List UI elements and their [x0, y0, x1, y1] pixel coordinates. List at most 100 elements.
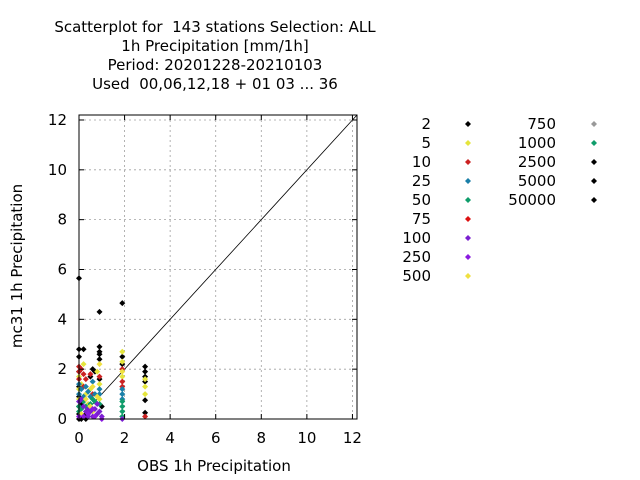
data-point — [89, 406, 96, 413]
legend-marker — [591, 121, 597, 127]
data-point — [78, 386, 85, 393]
legend-marker — [465, 216, 471, 222]
data-point — [119, 378, 126, 385]
data-point — [80, 361, 87, 368]
legend-label: 5 — [421, 134, 431, 152]
legend-marker — [465, 235, 471, 241]
data-point — [96, 386, 103, 393]
legend-marker — [465, 273, 471, 279]
title-line-1: Scatterplot for 143 stations Selection: … — [54, 18, 376, 36]
legend-label: 25 — [412, 172, 431, 190]
x-tick-label: 10 — [297, 429, 316, 447]
data-points — [76, 275, 149, 422]
legend-marker — [591, 159, 597, 165]
data-point — [85, 411, 92, 418]
data-point — [119, 408, 126, 415]
legend-label: 5000 — [518, 172, 556, 190]
y-tick-label: 10 — [48, 161, 67, 179]
legend-label: 1000 — [518, 134, 556, 152]
x-tick-label: 4 — [165, 429, 175, 447]
data-point — [78, 396, 85, 403]
data-point — [119, 368, 126, 375]
data-point — [96, 373, 103, 380]
data-point — [119, 398, 126, 405]
diagonal-reference-line — [78, 114, 358, 420]
legend-label: 50000 — [508, 191, 556, 209]
data-point — [89, 396, 96, 403]
data-point — [96, 408, 103, 415]
y-axis-label: mc31 1h Precipitation — [8, 184, 26, 348]
title-line-3: Period: 20201228-20210103 — [107, 56, 323, 74]
legend-marker — [465, 159, 471, 165]
data-point — [82, 383, 89, 390]
data-point — [80, 403, 87, 410]
data-point — [119, 348, 126, 355]
legend-marker — [465, 178, 471, 184]
data-point — [119, 353, 126, 360]
legend-label: 750 — [527, 115, 556, 133]
data-point — [80, 371, 87, 378]
data-point — [96, 343, 103, 350]
data-point — [89, 378, 96, 385]
x-tick-label: 0 — [74, 429, 84, 447]
y-tick-label: 4 — [57, 310, 67, 328]
legend-marker — [465, 254, 471, 260]
data-point — [82, 376, 89, 383]
data-point — [119, 373, 126, 380]
legend-marker — [465, 121, 471, 127]
data-point — [142, 409, 149, 416]
legend-label: 2 — [421, 115, 431, 133]
title-line-4: Used 00,06,12,18 + 01 03 ... 36 — [92, 75, 338, 93]
data-point — [119, 300, 126, 307]
data-point — [94, 401, 101, 408]
data-point — [89, 383, 96, 390]
legend-marker — [591, 140, 597, 146]
data-point — [94, 393, 101, 400]
legend-marker — [591, 178, 597, 184]
legend-label: 500 — [402, 267, 431, 285]
data-point — [142, 391, 149, 398]
data-point — [91, 413, 98, 420]
x-tick-label: 6 — [211, 429, 221, 447]
data-point — [142, 363, 149, 370]
x-tick-label: 2 — [120, 429, 130, 447]
data-point — [119, 403, 126, 410]
y-tick-label: 2 — [57, 360, 67, 378]
data-point — [80, 346, 87, 353]
legend-label: 2500 — [518, 153, 556, 171]
data-point — [96, 356, 103, 363]
x-tick-label: 12 — [343, 429, 362, 447]
legend-label: 250 — [402, 248, 431, 266]
data-point — [142, 413, 149, 420]
x-axis-label: OBS 1h Precipitation — [137, 457, 291, 475]
data-point — [80, 413, 87, 420]
axis-ticks: 0 2 4 6 8 10 12 0 2 4 6 8 10 12 — [48, 111, 362, 447]
legend-marker — [465, 140, 471, 146]
data-point — [96, 381, 103, 388]
data-point — [142, 383, 149, 390]
legend-label: 50 — [412, 191, 431, 209]
y-tick-label: 6 — [57, 260, 67, 278]
legend-label: 75 — [412, 210, 431, 228]
plot-frame — [78, 114, 358, 420]
legend-label: 100 — [402, 229, 431, 247]
x-tick-label: 8 — [257, 429, 267, 447]
data-point — [119, 358, 126, 365]
title-line-2: 1h Precipitation [mm/1h] — [121, 37, 309, 55]
y-tick-label: 8 — [57, 211, 67, 229]
data-point — [142, 397, 149, 404]
legend-label: 10 — [412, 153, 431, 171]
data-point — [96, 351, 103, 358]
data-point — [96, 361, 103, 368]
data-point — [87, 371, 94, 378]
data-point — [85, 388, 92, 395]
data-point — [142, 368, 149, 375]
data-point — [119, 386, 126, 393]
data-point — [96, 308, 103, 315]
y-tick-label: 12 — [48, 111, 67, 129]
data-point — [142, 376, 149, 383]
grid — [79, 115, 357, 419]
legend-marker — [465, 197, 471, 203]
data-point — [119, 391, 126, 398]
